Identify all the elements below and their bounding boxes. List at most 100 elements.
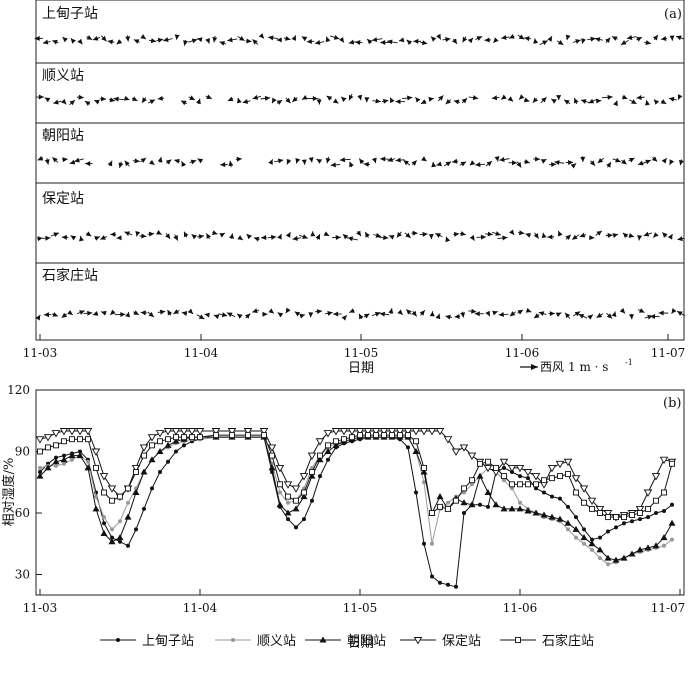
wind-vector-head	[574, 311, 581, 317]
wind-vector-head	[420, 99, 427, 104]
data-point	[662, 543, 666, 548]
wind-vector-head	[436, 33, 441, 40]
data-point	[477, 460, 483, 467]
wind-vector-head	[484, 37, 490, 43]
data-point	[485, 458, 491, 465]
wind-vector-head	[411, 160, 417, 166]
wind-vector-head	[565, 312, 571, 319]
wind-vector-head	[452, 158, 458, 164]
data-point	[117, 493, 123, 500]
legend-swatch-marker	[515, 637, 521, 643]
wind-vector-head	[589, 235, 595, 241]
wind-vector-head	[460, 312, 466, 318]
wind-vector-head	[268, 308, 274, 314]
data-point	[622, 521, 626, 526]
wind-vector-head	[589, 160, 596, 166]
wind-vector-head	[406, 309, 412, 315]
wind-vector-head	[380, 39, 386, 45]
wind-vector-head	[92, 35, 99, 41]
data-point	[508, 505, 516, 512]
wind-vector-head	[264, 95, 271, 101]
wind-vector-head	[428, 96, 434, 102]
data-point	[492, 501, 500, 508]
data-point	[269, 452, 275, 459]
wind-vector-head	[524, 36, 530, 42]
data-point	[275, 464, 285, 473]
wind-vector-head	[84, 101, 91, 106]
wind-vector-head	[557, 230, 563, 237]
wind-vector-head	[507, 96, 514, 102]
wind-vector-head	[61, 98, 67, 105]
data-point	[643, 489, 653, 497]
wind-vector-head	[124, 231, 131, 237]
data-point	[339, 428, 349, 436]
wind-vector-head	[413, 38, 419, 44]
wind-vector-head	[125, 36, 131, 42]
data-point	[549, 475, 555, 482]
data-point	[613, 514, 619, 521]
wind-vector-head	[390, 97, 395, 104]
wind-vector-head	[547, 36, 552, 42]
data-point	[587, 497, 597, 506]
wind-vector-head	[326, 95, 333, 101]
wind-vector-head	[538, 311, 545, 317]
wind-vector-head	[501, 35, 507, 40]
wind-vector-head	[395, 157, 401, 163]
wind-vector-head	[383, 235, 389, 241]
data-point	[51, 430, 61, 438]
wind-vector-head	[435, 233, 441, 238]
data-point	[565, 471, 571, 477]
wind-vector-head	[516, 161, 522, 168]
panel-a-frame	[35, 0, 685, 341]
data-point	[502, 465, 506, 470]
wind-vector-head	[323, 231, 330, 236]
wind-vector-head	[133, 39, 140, 44]
wind-vector-head	[101, 35, 107, 42]
data-point	[540, 511, 548, 518]
series-4	[37, 432, 675, 521]
wind-vector-head	[380, 156, 386, 162]
data-point	[373, 432, 379, 439]
wind-vector-head	[422, 231, 428, 237]
wind-vector-head	[636, 37, 642, 42]
wind-vector-head	[191, 38, 198, 44]
data-point	[422, 480, 426, 485]
data-point	[478, 502, 482, 507]
wind-vector-head	[564, 99, 570, 105]
wind-vector-head	[597, 157, 604, 164]
wind-vector-head	[474, 311, 480, 317]
wind-vector-head	[77, 38, 83, 45]
wind-vector-head	[445, 37, 451, 42]
wind-vector-head	[428, 233, 434, 240]
data-point	[659, 456, 669, 465]
data-point	[579, 485, 589, 493]
data-point	[245, 432, 251, 439]
data-point	[467, 452, 477, 460]
wind-vector-head	[637, 235, 643, 241]
data-point	[555, 460, 565, 469]
data-point	[515, 464, 525, 473]
data-point	[484, 489, 492, 495]
wind-vector-head	[461, 98, 467, 104]
wind-vector-head	[335, 235, 341, 241]
data-point	[598, 535, 602, 540]
data-point	[62, 461, 66, 466]
wind-vector-head	[509, 229, 515, 236]
wind-vector-head	[677, 236, 683, 242]
data-point	[469, 477, 475, 484]
wind-vector-head	[532, 97, 539, 103]
data-point	[126, 500, 130, 505]
data-point	[102, 515, 106, 520]
wind-vector-head	[667, 233, 673, 240]
wind-vector-head	[364, 97, 370, 103]
wind-vector-head	[533, 233, 539, 239]
data-point	[293, 497, 299, 504]
data-point	[35, 436, 45, 444]
wind-vector-head	[406, 39, 413, 46]
data-point	[310, 498, 314, 503]
wind-vector-head	[575, 39, 581, 44]
wind-vector-head	[124, 160, 130, 167]
wind-vector-head	[38, 94, 44, 100]
wind-vector-head	[643, 231, 650, 237]
wind-vector-head	[37, 155, 44, 161]
